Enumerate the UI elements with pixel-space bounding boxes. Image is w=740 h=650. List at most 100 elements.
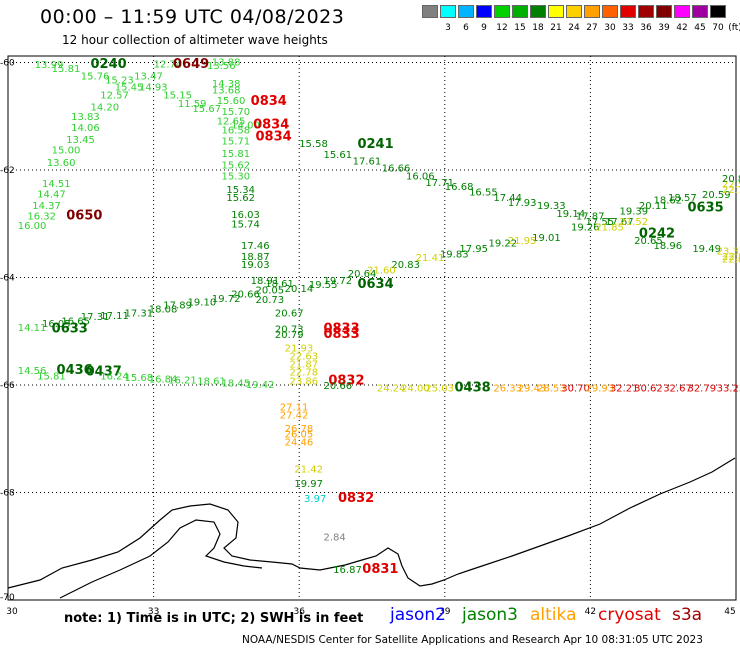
wave-height-label: 17.71 xyxy=(425,178,454,189)
wave-height-label: 18.45 xyxy=(222,378,251,389)
wave-height-label: 15.67 xyxy=(192,104,221,115)
wave-height-label: 17.87 xyxy=(576,212,605,223)
wave-height-label: 14.06 xyxy=(71,123,100,134)
pass-time-label: 0242 xyxy=(639,226,675,241)
wave-height-label: 19.49 xyxy=(692,244,721,255)
wave-height-label: 18.61 xyxy=(265,279,294,290)
wave-height-label: 19.97 xyxy=(294,479,323,490)
wave-height-label: 20.05 xyxy=(256,285,285,296)
wave-height-label: 20.67 xyxy=(275,308,304,319)
wave-height-label: 15.62 xyxy=(226,193,255,204)
wave-height-label: 16.21 xyxy=(168,376,197,387)
wave-height-label: 13.47 xyxy=(134,71,163,82)
pass-time-label: 0831 xyxy=(362,562,398,577)
pass-time-label: 0834 xyxy=(251,94,287,109)
lon-tick-label: 36 xyxy=(293,607,305,617)
legend-label: 39 xyxy=(658,23,670,33)
wave-height-label: 15.58 xyxy=(299,139,328,150)
legend-label: 30 xyxy=(604,23,616,33)
legend-swatch xyxy=(440,5,456,18)
page-title: 00:00 – 11:59 UTC 04/08/2023 xyxy=(40,6,345,28)
satellite-jason3: jason3 xyxy=(462,605,518,625)
legend-label: 33 xyxy=(622,23,634,33)
wave-height-label: 17.31 xyxy=(124,308,153,319)
legend-swatch xyxy=(422,5,438,18)
pass-time-label: 0834 xyxy=(253,117,289,132)
wave-height-label: 14.38 xyxy=(212,79,241,90)
lon-tick-label: 39 xyxy=(439,607,451,617)
wave-height-label: 15.62 xyxy=(222,161,251,172)
wave-height-label: 15.61 xyxy=(323,150,352,161)
legend-swatch xyxy=(674,5,690,18)
wave-height-label: 32.67 xyxy=(663,384,692,395)
wave-height-label: 16.68 xyxy=(445,182,474,193)
lon-tick-label: 42 xyxy=(585,607,596,617)
wave-height-label: 21.93 xyxy=(285,343,314,354)
wave-height-label: 26.33 xyxy=(493,384,522,395)
wave-height-label: 15.68 xyxy=(124,373,153,384)
wave-height-label: 19.33 xyxy=(537,201,566,212)
wave-height-label: 20.14 xyxy=(285,284,314,295)
wave-height-label: 14.00 xyxy=(231,120,260,131)
wave-height-label: 20.66 xyxy=(231,290,260,301)
lat-tick-label: -70 xyxy=(0,593,15,603)
wave-height-label: 19.83 xyxy=(440,249,469,260)
wave-height-label: 19.72 xyxy=(323,276,352,287)
wave-height-label: 16.00 xyxy=(18,221,47,232)
pass-time-label: 0834 xyxy=(256,130,292,145)
pass-time-label: 0436 xyxy=(57,363,93,378)
wave-height-label: 27.42 xyxy=(280,411,309,422)
wave-height-label: 19.14 xyxy=(556,209,585,220)
wave-height-label: 25.03 xyxy=(425,384,454,395)
wave-height-label: 15.34 xyxy=(226,185,255,196)
wave-height-label: 13.88 xyxy=(212,57,241,68)
wave-height-label: 18.87 xyxy=(241,252,270,263)
wave-height-label: 17.44 xyxy=(493,193,522,204)
wave-height-label: 28.53 xyxy=(537,384,566,395)
wave-height-label: 15.30 xyxy=(222,171,251,182)
wave-height-label: 20.83 xyxy=(391,260,420,271)
legend-label: 42 xyxy=(676,23,688,33)
wave-height-label: 17.61 xyxy=(353,156,382,167)
wave-height-label: 17.31 xyxy=(81,312,110,323)
wave-height-label: 16.24 xyxy=(100,371,129,382)
wave-height-label: 23.86 xyxy=(289,377,318,388)
wave-height-label: 19.03 xyxy=(241,260,270,271)
wave-height-label: 21.85 xyxy=(595,222,624,233)
legend-label: 9 xyxy=(481,23,487,33)
wave-height-label: 32.79 xyxy=(687,384,716,395)
wave-height-label: 20.79 xyxy=(275,330,304,341)
wave-height-label: 17.95 xyxy=(459,244,488,255)
wave-height-label: 13.68 xyxy=(212,85,241,96)
wave-height-label: 21.60 xyxy=(367,265,396,276)
wave-height-label: 15.71 xyxy=(222,136,251,147)
wave-height-label: 16.84 xyxy=(149,375,178,386)
wave-height-label: 18.57 xyxy=(668,193,697,204)
wave-height-label: 20.59 xyxy=(702,190,731,201)
wave-height-label: 20.73 xyxy=(256,295,285,306)
pass-time-label: 0832 xyxy=(328,374,364,389)
pass-time-label: 0438 xyxy=(455,381,491,396)
legend-swatch xyxy=(512,5,528,18)
wave-height-label: 17.89 xyxy=(163,300,192,311)
wave-height-label: 15.00 xyxy=(52,146,81,157)
wave-height-label: 24.46 xyxy=(285,437,314,448)
wave-height-label: 16.55 xyxy=(469,187,498,198)
legend-swatch xyxy=(710,5,726,18)
wave-height-label: 16.58 xyxy=(222,126,251,137)
wave-height-label: 22.78 xyxy=(289,368,318,379)
wave-height-label: 16.05 xyxy=(42,319,71,330)
wave-height-label: 19.42 xyxy=(246,380,275,391)
wave-height-label: 21.52 xyxy=(620,217,649,228)
lat-tick-label: -68 xyxy=(0,488,15,498)
lat-tick-label: -64 xyxy=(0,273,15,283)
wave-height-label: 19.72 xyxy=(212,294,241,305)
wave-height-label: 29.43 xyxy=(518,384,547,395)
wave-height-label: 27.11 xyxy=(280,402,309,413)
wave-height-label: 29.93 xyxy=(586,384,615,395)
satellite-jason2: jason2 xyxy=(390,605,446,625)
legend-swatch xyxy=(656,5,672,18)
wave-height-label: 12.65 xyxy=(217,117,246,128)
pass-time-label: 0833 xyxy=(323,327,359,342)
lat-tick-label: -60 xyxy=(0,58,15,68)
